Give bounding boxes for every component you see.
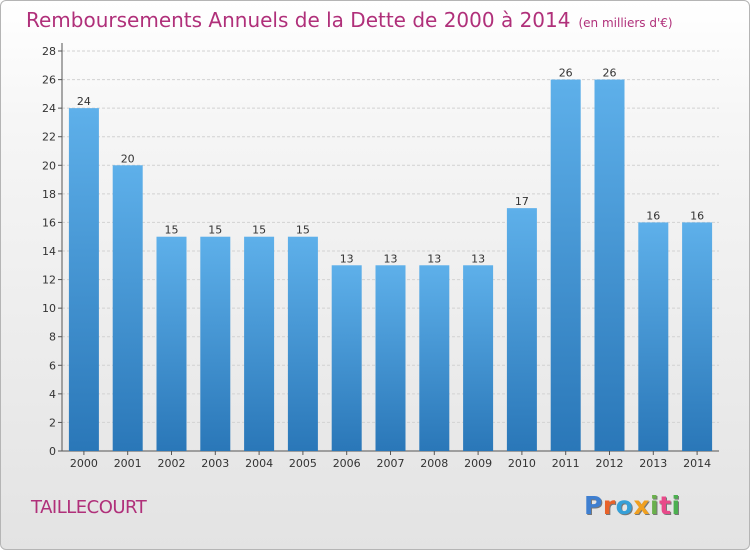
x-tick-label: 2004 bbox=[245, 457, 273, 470]
x-tick-label: 2005 bbox=[289, 457, 317, 470]
y-tick-label: 24 bbox=[42, 102, 56, 115]
x-tick-label: 2009 bbox=[464, 457, 492, 470]
x-tick-label: 2007 bbox=[377, 457, 405, 470]
chart-title-text: Remboursements Annuels de la Dette de 20… bbox=[26, 8, 571, 32]
bar bbox=[287, 236, 318, 451]
bar-value-label: 24 bbox=[77, 95, 91, 108]
bar bbox=[463, 265, 494, 451]
x-tick-label: 2010 bbox=[508, 457, 536, 470]
logo-letter: o bbox=[615, 491, 634, 520]
y-tick-label: 14 bbox=[42, 245, 56, 258]
y-tick-label: 22 bbox=[42, 131, 56, 144]
bar bbox=[419, 265, 450, 451]
x-tick-label: 2012 bbox=[596, 457, 624, 470]
x-axis-ticks: 2000 2001 2002 2003 2004 2005 2006 2007 2008 2009… bbox=[70, 451, 711, 470]
bar bbox=[638, 222, 669, 451]
y-tick-label: 26 bbox=[42, 74, 56, 87]
y-tick-label: 16 bbox=[42, 216, 56, 229]
y-tick-label: 20 bbox=[42, 159, 56, 172]
logo-letter: i bbox=[671, 491, 681, 520]
y-tick-label: 28 bbox=[42, 45, 56, 58]
bar-value-label: 16 bbox=[690, 209, 704, 222]
bar-value-label: 13 bbox=[471, 252, 485, 265]
bar-value-label: 15 bbox=[296, 224, 310, 237]
bar bbox=[375, 265, 406, 451]
bar-value-label: 15 bbox=[208, 224, 222, 237]
y-tick-label: 12 bbox=[42, 274, 56, 287]
bar-value-label: 13 bbox=[427, 252, 441, 265]
logo-letter: x bbox=[633, 491, 650, 520]
value-labels: 24 20 15 15 15 15 13 13 13 13 17 26 26 16 16 bbox=[77, 67, 704, 266]
x-tick-label: 2013 bbox=[639, 457, 667, 470]
bar bbox=[68, 108, 99, 452]
bar bbox=[506, 208, 537, 451]
y-tick-label: 2 bbox=[49, 416, 56, 429]
bar bbox=[244, 236, 275, 451]
x-tick-label: 2014 bbox=[683, 457, 711, 470]
bar bbox=[156, 236, 187, 451]
logo-letter: t bbox=[659, 491, 672, 520]
bar bbox=[200, 236, 231, 451]
bar-value-label: 20 bbox=[121, 152, 135, 165]
bar bbox=[112, 165, 143, 452]
bar-value-label: 15 bbox=[252, 224, 266, 237]
logo-letter: r bbox=[602, 491, 616, 520]
chart-unit-text: (en milliers d'€) bbox=[578, 16, 673, 30]
y-tick-label: 10 bbox=[42, 302, 56, 315]
y-tick-label: 18 bbox=[42, 188, 56, 201]
y-tick-label: 8 bbox=[49, 331, 56, 344]
bar bbox=[594, 79, 625, 452]
bar-value-label: 15 bbox=[165, 224, 179, 237]
bar bbox=[550, 79, 581, 452]
bar-value-label: 26 bbox=[603, 67, 617, 80]
proxiti-logo: Proxiti bbox=[584, 491, 681, 520]
bar-value-label: 17 bbox=[515, 195, 529, 208]
bar-value-label: 13 bbox=[340, 252, 354, 265]
commune-name: TAILLECOURT bbox=[31, 497, 147, 518]
bar-value-label: 16 bbox=[646, 209, 660, 222]
x-tick-label: 2000 bbox=[70, 457, 98, 470]
logo-letter: i bbox=[650, 491, 660, 520]
x-tick-label: 2006 bbox=[333, 457, 361, 470]
bars bbox=[68, 79, 713, 452]
bar-value-label: 26 bbox=[559, 67, 573, 80]
x-tick-label: 2003 bbox=[201, 457, 229, 470]
y-tick-label: 4 bbox=[49, 388, 56, 401]
x-tick-label: 2008 bbox=[420, 457, 448, 470]
y-tick-label: 0 bbox=[49, 445, 56, 458]
bar bbox=[682, 222, 713, 451]
bar bbox=[331, 265, 362, 451]
logo-letter: P bbox=[584, 491, 603, 520]
x-tick-label: 2002 bbox=[158, 457, 186, 470]
bar-value-label: 13 bbox=[384, 252, 398, 265]
y-tick-label: 6 bbox=[49, 359, 56, 372]
x-tick-label: 2011 bbox=[552, 457, 580, 470]
chart-title: Remboursements Annuels de la Dette de 20… bbox=[26, 8, 673, 32]
x-tick-label: 2001 bbox=[114, 457, 142, 470]
